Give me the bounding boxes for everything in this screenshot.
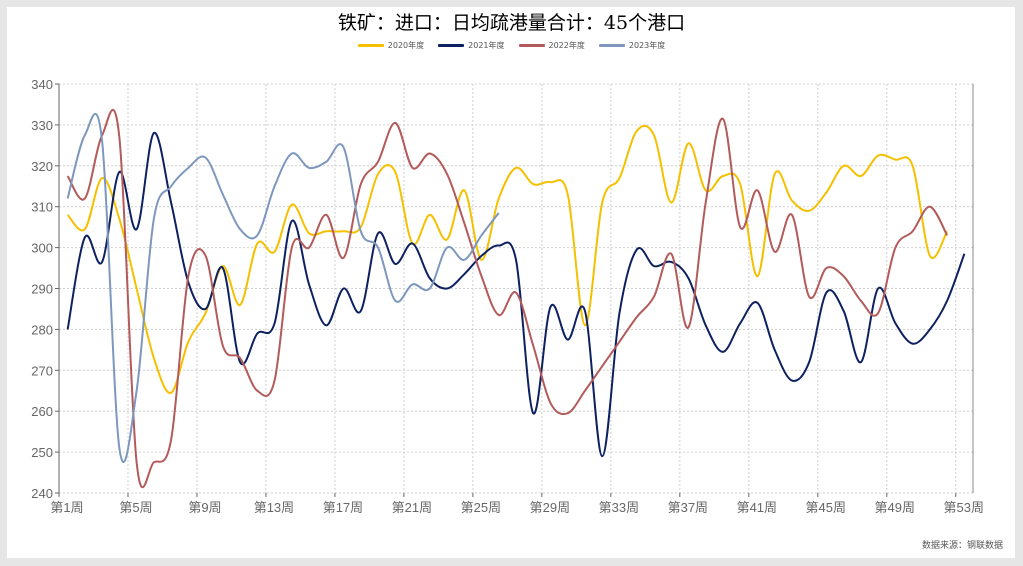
legend-label: 2023年度 — [628, 41, 666, 50]
y-tick-label: 290 — [31, 282, 53, 297]
x-tick-label: 第37周 — [668, 500, 708, 515]
gridlines — [59, 83, 973, 494]
chart-title: 铁矿：进口：日均疏港量合计：45个港口 — [337, 12, 686, 34]
x-tick-label: 第17周 — [323, 500, 363, 515]
y-tick-label: 280 — [31, 322, 53, 337]
legend-swatch-icon — [357, 44, 384, 47]
series-line-2021年度[interactable] — [66, 132, 966, 458]
legend-label: 2020年度 — [387, 41, 425, 50]
y-tick-label: 340 — [31, 77, 53, 92]
y-tick-label: 240 — [31, 486, 53, 501]
x-tick-label: 第21周 — [392, 500, 432, 515]
x-tick-label: 第9周 — [188, 500, 221, 515]
series-line-2023年度[interactable] — [66, 112, 500, 463]
legend-swatch-icon — [518, 44, 545, 47]
y-tick-label: 330 — [31, 118, 53, 133]
x-tick-label: 第1周 — [50, 500, 83, 515]
legend-swatch-icon — [438, 44, 465, 47]
axes: 240 250 260 270 280 290 300 310 320 330 340 第1周 第5周 第… — [31, 77, 984, 515]
legend-label: 2021年度 — [468, 41, 505, 50]
legend-label: 2022年度 — [548, 41, 585, 50]
data-source-note: 数据来源：钢联数据 — [921, 541, 1003, 551]
y-tick-label: 260 — [31, 404, 53, 419]
legend-item-2023[interactable]: 2023年度 — [598, 40, 666, 51]
legend: 2020年度 2021年度 2022年度 2023年度 — [0, 40, 1023, 51]
y-tick-label: 320 — [31, 159, 53, 174]
x-tick-label: 第25周 — [461, 500, 501, 515]
x-tick-label: 第41周 — [737, 500, 777, 515]
y-tick-label: 300 — [31, 241, 53, 256]
legend-item-2022[interactable]: 2022年度 — [518, 40, 585, 51]
x-tick-label: 第13周 — [254, 500, 294, 515]
y-tick-label: 250 — [31, 445, 53, 460]
legend-swatch-icon — [598, 44, 625, 47]
chart-panel — [7, 7, 1015, 558]
legend-item-2021[interactable]: 2021年度 — [438, 40, 505, 51]
x-tick-label: 第45周 — [806, 500, 846, 515]
x-tick-label: 第5周 — [119, 500, 152, 515]
x-tick-label: 第33周 — [599, 500, 639, 515]
y-tick-label: 310 — [31, 200, 53, 215]
x-tick-label: 第49周 — [875, 500, 915, 515]
legend-item-2020[interactable]: 2020年度 — [357, 40, 425, 51]
series-lines — [66, 108, 966, 489]
x-tick-label: 第29周 — [530, 500, 570, 515]
y-tick-label: 270 — [31, 363, 53, 378]
x-tick-label: 第53周 — [944, 500, 984, 515]
series-line-2022年度[interactable] — [66, 108, 949, 489]
